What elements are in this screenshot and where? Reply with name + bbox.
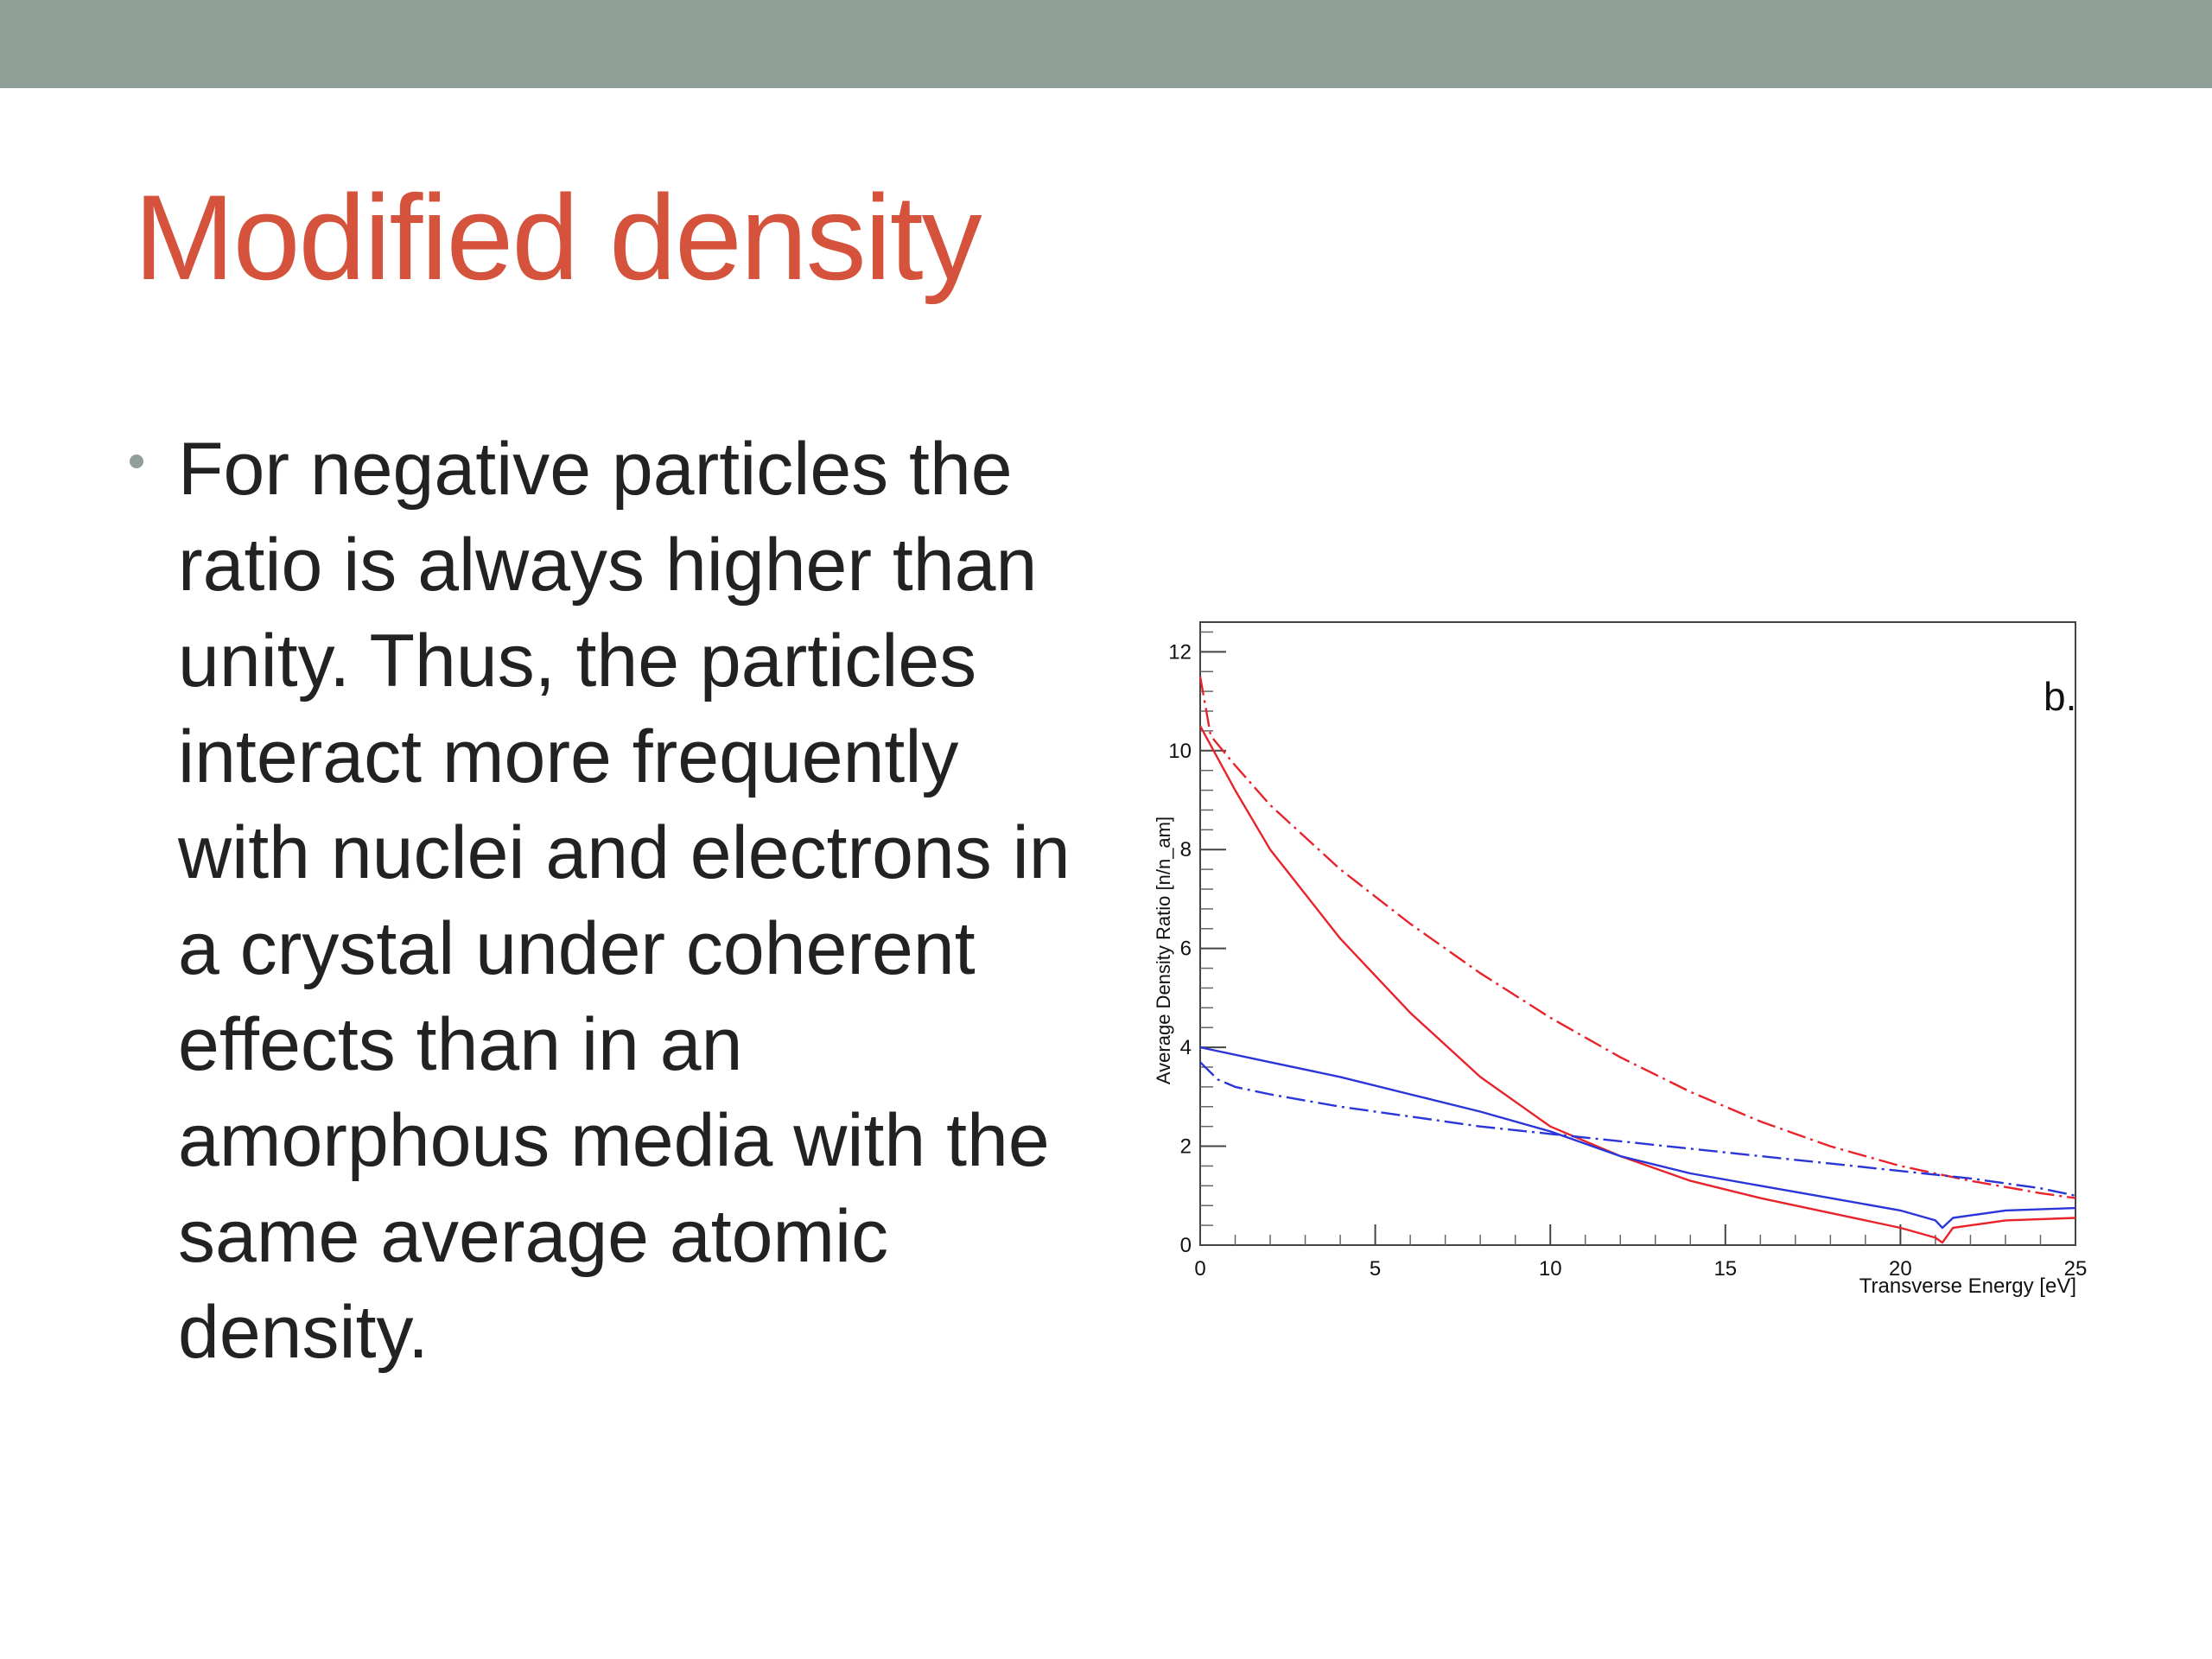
y-tick-label: 0 bbox=[1180, 1234, 1192, 1257]
series-line-1 bbox=[1198, 725, 2076, 1244]
y-tick-label: 10 bbox=[1168, 740, 1192, 763]
density-ratio-chart: 0 5 10 15 20 25 0 2 4 6 8 10 12 b. Transverse Energy… bbox=[1115, 605, 2100, 1313]
series-line-4 bbox=[1199, 1061, 2076, 1197]
bullet-item: For negative particles the ratio is alwa… bbox=[130, 422, 1106, 1381]
y-tick-label: 4 bbox=[1180, 1036, 1192, 1059]
bullet-text: For negative particles the ratio is alwa… bbox=[178, 428, 1071, 1374]
y-tick-label: 8 bbox=[1180, 838, 1192, 861]
series-lines bbox=[1198, 676, 2076, 1244]
x-tick-label: 25 bbox=[2064, 1257, 2088, 1281]
plot-frame bbox=[1199, 621, 2076, 1246]
chart-svg: 0 5 10 15 20 25 0 2 4 6 8 10 12 b. Transverse Energy… bbox=[1153, 621, 2088, 1298]
panel-label: b. bbox=[2044, 674, 2076, 719]
x-tick-label: 10 bbox=[1539, 1257, 1562, 1281]
x-tick-label: 20 bbox=[1889, 1257, 1912, 1281]
y-tick-label: 2 bbox=[1180, 1135, 1192, 1159]
slide-title: Modified density bbox=[134, 169, 982, 305]
y-tick-label: 6 bbox=[1180, 938, 1192, 961]
x-tick-label: 0 bbox=[1194, 1257, 1205, 1281]
x-tick-label: 5 bbox=[1370, 1257, 1381, 1281]
y-axis-label: Average Density Ratio [n/n_am] bbox=[1153, 817, 1174, 1084]
y-tick-label: 12 bbox=[1168, 640, 1192, 664]
bullet-dot-icon bbox=[130, 454, 143, 468]
x-axis-label: Transverse Energy [eV] bbox=[1859, 1274, 2076, 1298]
axes: 0 5 10 15 20 25 0 2 4 6 8 10 12 bbox=[1168, 621, 2088, 1281]
x-tick-label: 15 bbox=[1713, 1257, 1737, 1281]
series-line-2 bbox=[1198, 676, 2076, 1199]
header-band bbox=[0, 0, 2212, 88]
series-line-3 bbox=[1199, 1046, 2076, 1230]
